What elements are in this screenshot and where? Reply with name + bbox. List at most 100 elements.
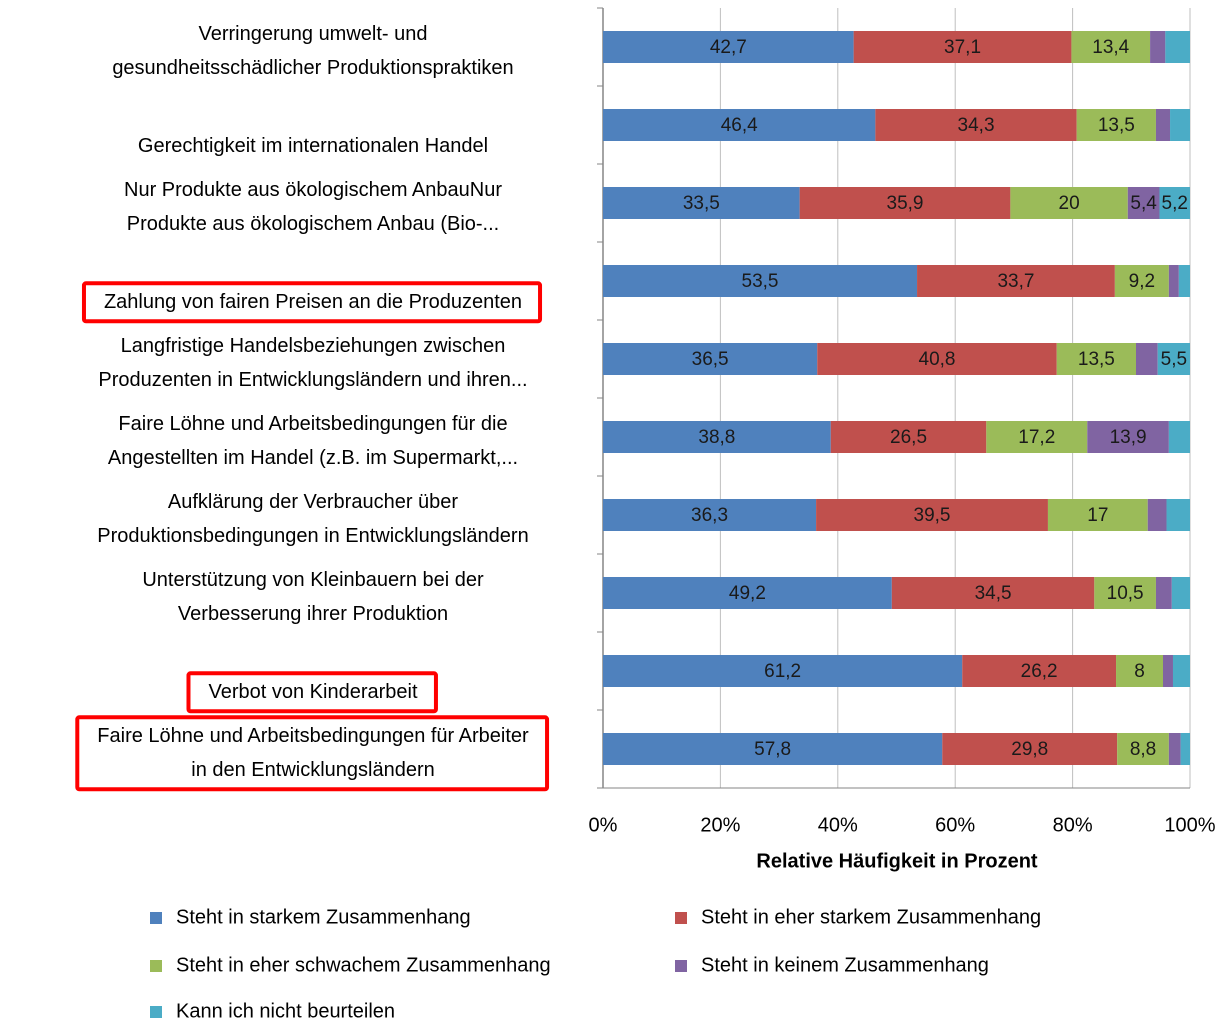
data-label: 8: [1134, 661, 1145, 682]
legend-swatch: [150, 912, 162, 924]
bar-segment: [603, 421, 831, 453]
data-label: 9,2: [1129, 271, 1155, 292]
data-label: 46,4: [721, 115, 758, 136]
bar-segment: [1159, 187, 1190, 219]
legend-label: Steht in starkem Zusammenhang: [176, 906, 471, 928]
data-label: 13,5: [1078, 349, 1115, 370]
y-tick-label: Zahlung von fairen Preisen an die Produz…: [104, 291, 522, 313]
highlight-box: [81, 281, 543, 324]
bar-segment: [1155, 577, 1172, 609]
bar-segment: [1166, 499, 1190, 531]
bar-segment: [962, 655, 1117, 687]
data-label: 13,5: [1098, 115, 1135, 136]
bar-segment: [1165, 31, 1190, 63]
y-tick-label: Langfristige Handelsbeziehungen zwischen…: [98, 335, 527, 391]
data-label: 8,8: [1130, 739, 1156, 760]
bar-segment: [853, 31, 1072, 63]
bar-segment: [875, 109, 1077, 141]
bar-segment: [603, 577, 892, 609]
legend-label: Kann ich nicht beurteilen: [176, 1000, 395, 1022]
data-label: 33,5: [683, 193, 720, 214]
data-label: 42,7: [710, 37, 747, 58]
data-label: 37,1: [944, 37, 981, 58]
legend-swatch: [150, 960, 162, 972]
data-label: 5,2: [1162, 193, 1188, 214]
bar-segment: [1116, 655, 1163, 687]
bar-segment: [1157, 343, 1190, 375]
data-label: 13,4: [1092, 37, 1129, 58]
data-label: 29,8: [1011, 739, 1048, 760]
bar-segment: [891, 577, 1095, 609]
x-tick-label: 40%: [818, 814, 858, 836]
bar-segment: [986, 421, 1088, 453]
x-tick-label: 100%: [1164, 814, 1215, 836]
legend-swatch: [675, 960, 687, 972]
bar-segment: [1071, 31, 1151, 63]
bar-segment: [603, 655, 963, 687]
data-label: 57,8: [754, 739, 791, 760]
y-tick-label: Gerechtigkeit im internationalen Handel: [138, 135, 488, 157]
bar-segment: [1170, 109, 1190, 141]
y-tick-label: Aufklärung der Verbraucher über Produktio…: [97, 491, 528, 547]
bar-segment: [1171, 577, 1190, 609]
x-tick-label: 20%: [700, 814, 740, 836]
y-tick-label: Faire Löhne und Arbeitsbedingungen für A…: [97, 725, 529, 781]
bar-segment: [603, 109, 876, 141]
bar-segment: [1150, 31, 1166, 63]
data-label: 33,7: [997, 271, 1034, 292]
y-tick-label: Nur Produkte aus ökologischem AnbauNur Pr…: [124, 179, 502, 235]
legend-label: Steht in keinem Zusammenhang: [701, 954, 989, 976]
bar-segment: [1094, 577, 1156, 609]
bar-segment: [1076, 109, 1156, 141]
bar-segment: [603, 187, 800, 219]
bar-segment: [1010, 187, 1128, 219]
bar-segment: [816, 499, 1048, 531]
data-label: 61,2: [764, 661, 801, 682]
bar-segment: [917, 265, 1115, 297]
x-tick-label: 60%: [935, 814, 975, 836]
highlight-box: [186, 671, 438, 714]
data-label: 10,5: [1107, 583, 1144, 604]
y-tick-label: Verbot von Kinderarbeit: [208, 681, 417, 703]
bar-segment: [1135, 343, 1158, 375]
data-label: 35,9: [887, 193, 924, 214]
bar-segment: [1168, 421, 1190, 453]
bar-segment: [1117, 733, 1169, 765]
x-tick-label: 0%: [589, 814, 618, 836]
data-label: 36,3: [691, 505, 728, 526]
data-label: 26,2: [1021, 661, 1058, 682]
y-tick-label: Verringerung umwelt- und gesundheitsschäd…: [112, 23, 513, 79]
bar-segment: [817, 343, 1057, 375]
highlight-box: [75, 715, 550, 792]
data-label: 13,9: [1110, 427, 1147, 448]
bar-segment: [1168, 265, 1179, 297]
bar-segment: [1147, 499, 1167, 531]
bar-segment: [1127, 187, 1160, 219]
data-label: 36,5: [692, 349, 729, 370]
data-label: 34,3: [958, 115, 995, 136]
legend-swatch: [150, 1006, 162, 1018]
data-label: 20: [1059, 193, 1080, 214]
bar-segment: [603, 733, 943, 765]
data-label: 53,5: [742, 271, 779, 292]
bar-segment: [942, 733, 1118, 765]
y-tick-label: Faire Löhne und Arbeitsbedingungen für d…: [108, 413, 518, 469]
x-axis-title: Relative Häufigkeit in Prozent: [756, 850, 1038, 872]
bar-segment: [1178, 265, 1190, 297]
legend-label: Steht in eher schwachem Zusammenhang: [176, 954, 551, 976]
data-label: 17,2: [1018, 427, 1055, 448]
bar-segment: [1056, 343, 1136, 375]
data-label: 39,5: [914, 505, 951, 526]
data-label: 17: [1087, 505, 1108, 526]
bar-segment: [1162, 655, 1173, 687]
bar-segment: [1114, 265, 1169, 297]
data-label: 40,8: [919, 349, 956, 370]
bar-segment: [1172, 655, 1190, 687]
bar-segment: [603, 265, 918, 297]
data-label: 49,2: [729, 583, 766, 604]
bar-segment: [603, 499, 817, 531]
legend-label: Steht in eher starkem Zusammenhang: [701, 906, 1041, 928]
data-label: 34,5: [975, 583, 1012, 604]
bar-segment: [603, 343, 818, 375]
